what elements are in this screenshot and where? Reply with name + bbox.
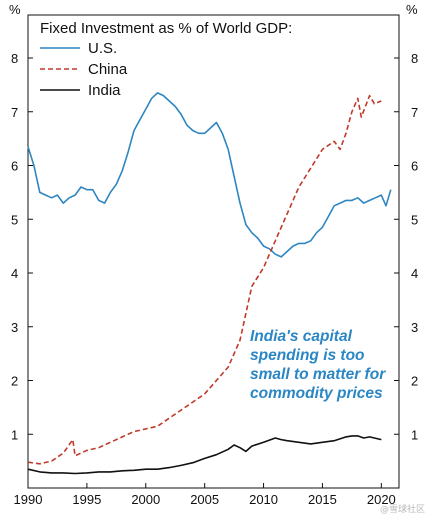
x-tick-label-2010: 2010 [249, 492, 278, 507]
plot-frame [27, 14, 400, 489]
annotation-line-2: spending is too [250, 347, 365, 364]
legend-label-us: U.S. [88, 40, 117, 57]
annotation-line-4: commodity prices [250, 385, 383, 402]
y-tick-label-left-6: 6 [11, 159, 18, 174]
annotation-line-3: small to matter for [250, 366, 386, 383]
y-tick-label-left-7: 7 [11, 105, 18, 120]
y-tick-label-left-1: 1 [11, 427, 18, 442]
right-axis-unit: % [406, 2, 418, 17]
watermark: @雪球社区 [380, 503, 425, 515]
annotation-line-1: India's capital [250, 328, 353, 345]
legend-label-india: India [88, 82, 121, 99]
chart-title: Fixed Investment as % of World GDP: [40, 20, 292, 37]
x-tick-label-2020: 2020 [367, 492, 396, 507]
x-tick-label-2000: 2000 [131, 492, 160, 507]
y-tick-label-right-7: 7 [411, 105, 418, 120]
x-tick-label-1995: 1995 [72, 492, 101, 507]
axis-ticks: 1 1 2 2 3 3 4 4 5 5 6 6 7 7 8 8 1990 1995 2000 2005 2010 2015… [11, 51, 418, 507]
series-line-china [27, 94, 382, 465]
y-tick-label-right-3: 3 [411, 320, 418, 335]
x-tick-label-1990: 1990 [14, 492, 43, 507]
y-tick-label-left-2: 2 [11, 374, 18, 389]
y-tick-label-right-6: 6 [411, 159, 418, 174]
annotation-block: India's capital spending is too small to m… [250, 328, 386, 402]
y-tick-label-left-5: 5 [11, 212, 18, 227]
series-lines [27, 92, 392, 475]
left-axis-unit: % [9, 2, 21, 17]
series-line-india [27, 435, 382, 475]
legend: U.S. China India [40, 40, 128, 99]
y-tick-label-right-1: 1 [411, 427, 418, 442]
y-tick-label-left-3: 3 [11, 320, 18, 335]
y-tick-label-right-5: 5 [411, 212, 418, 227]
x-tick-label-2015: 2015 [308, 492, 337, 507]
y-tick-label-left-4: 4 [11, 266, 18, 281]
y-tick-label-right-2: 2 [411, 374, 418, 389]
x-tick-label-2005: 2005 [190, 492, 219, 507]
y-tick-label-left-8: 8 [11, 51, 18, 66]
legend-label-china: China [88, 61, 128, 78]
series-line-us [27, 92, 392, 258]
y-tick-label-right-4: 4 [411, 266, 418, 281]
y-tick-label-right-8: 8 [411, 51, 418, 66]
